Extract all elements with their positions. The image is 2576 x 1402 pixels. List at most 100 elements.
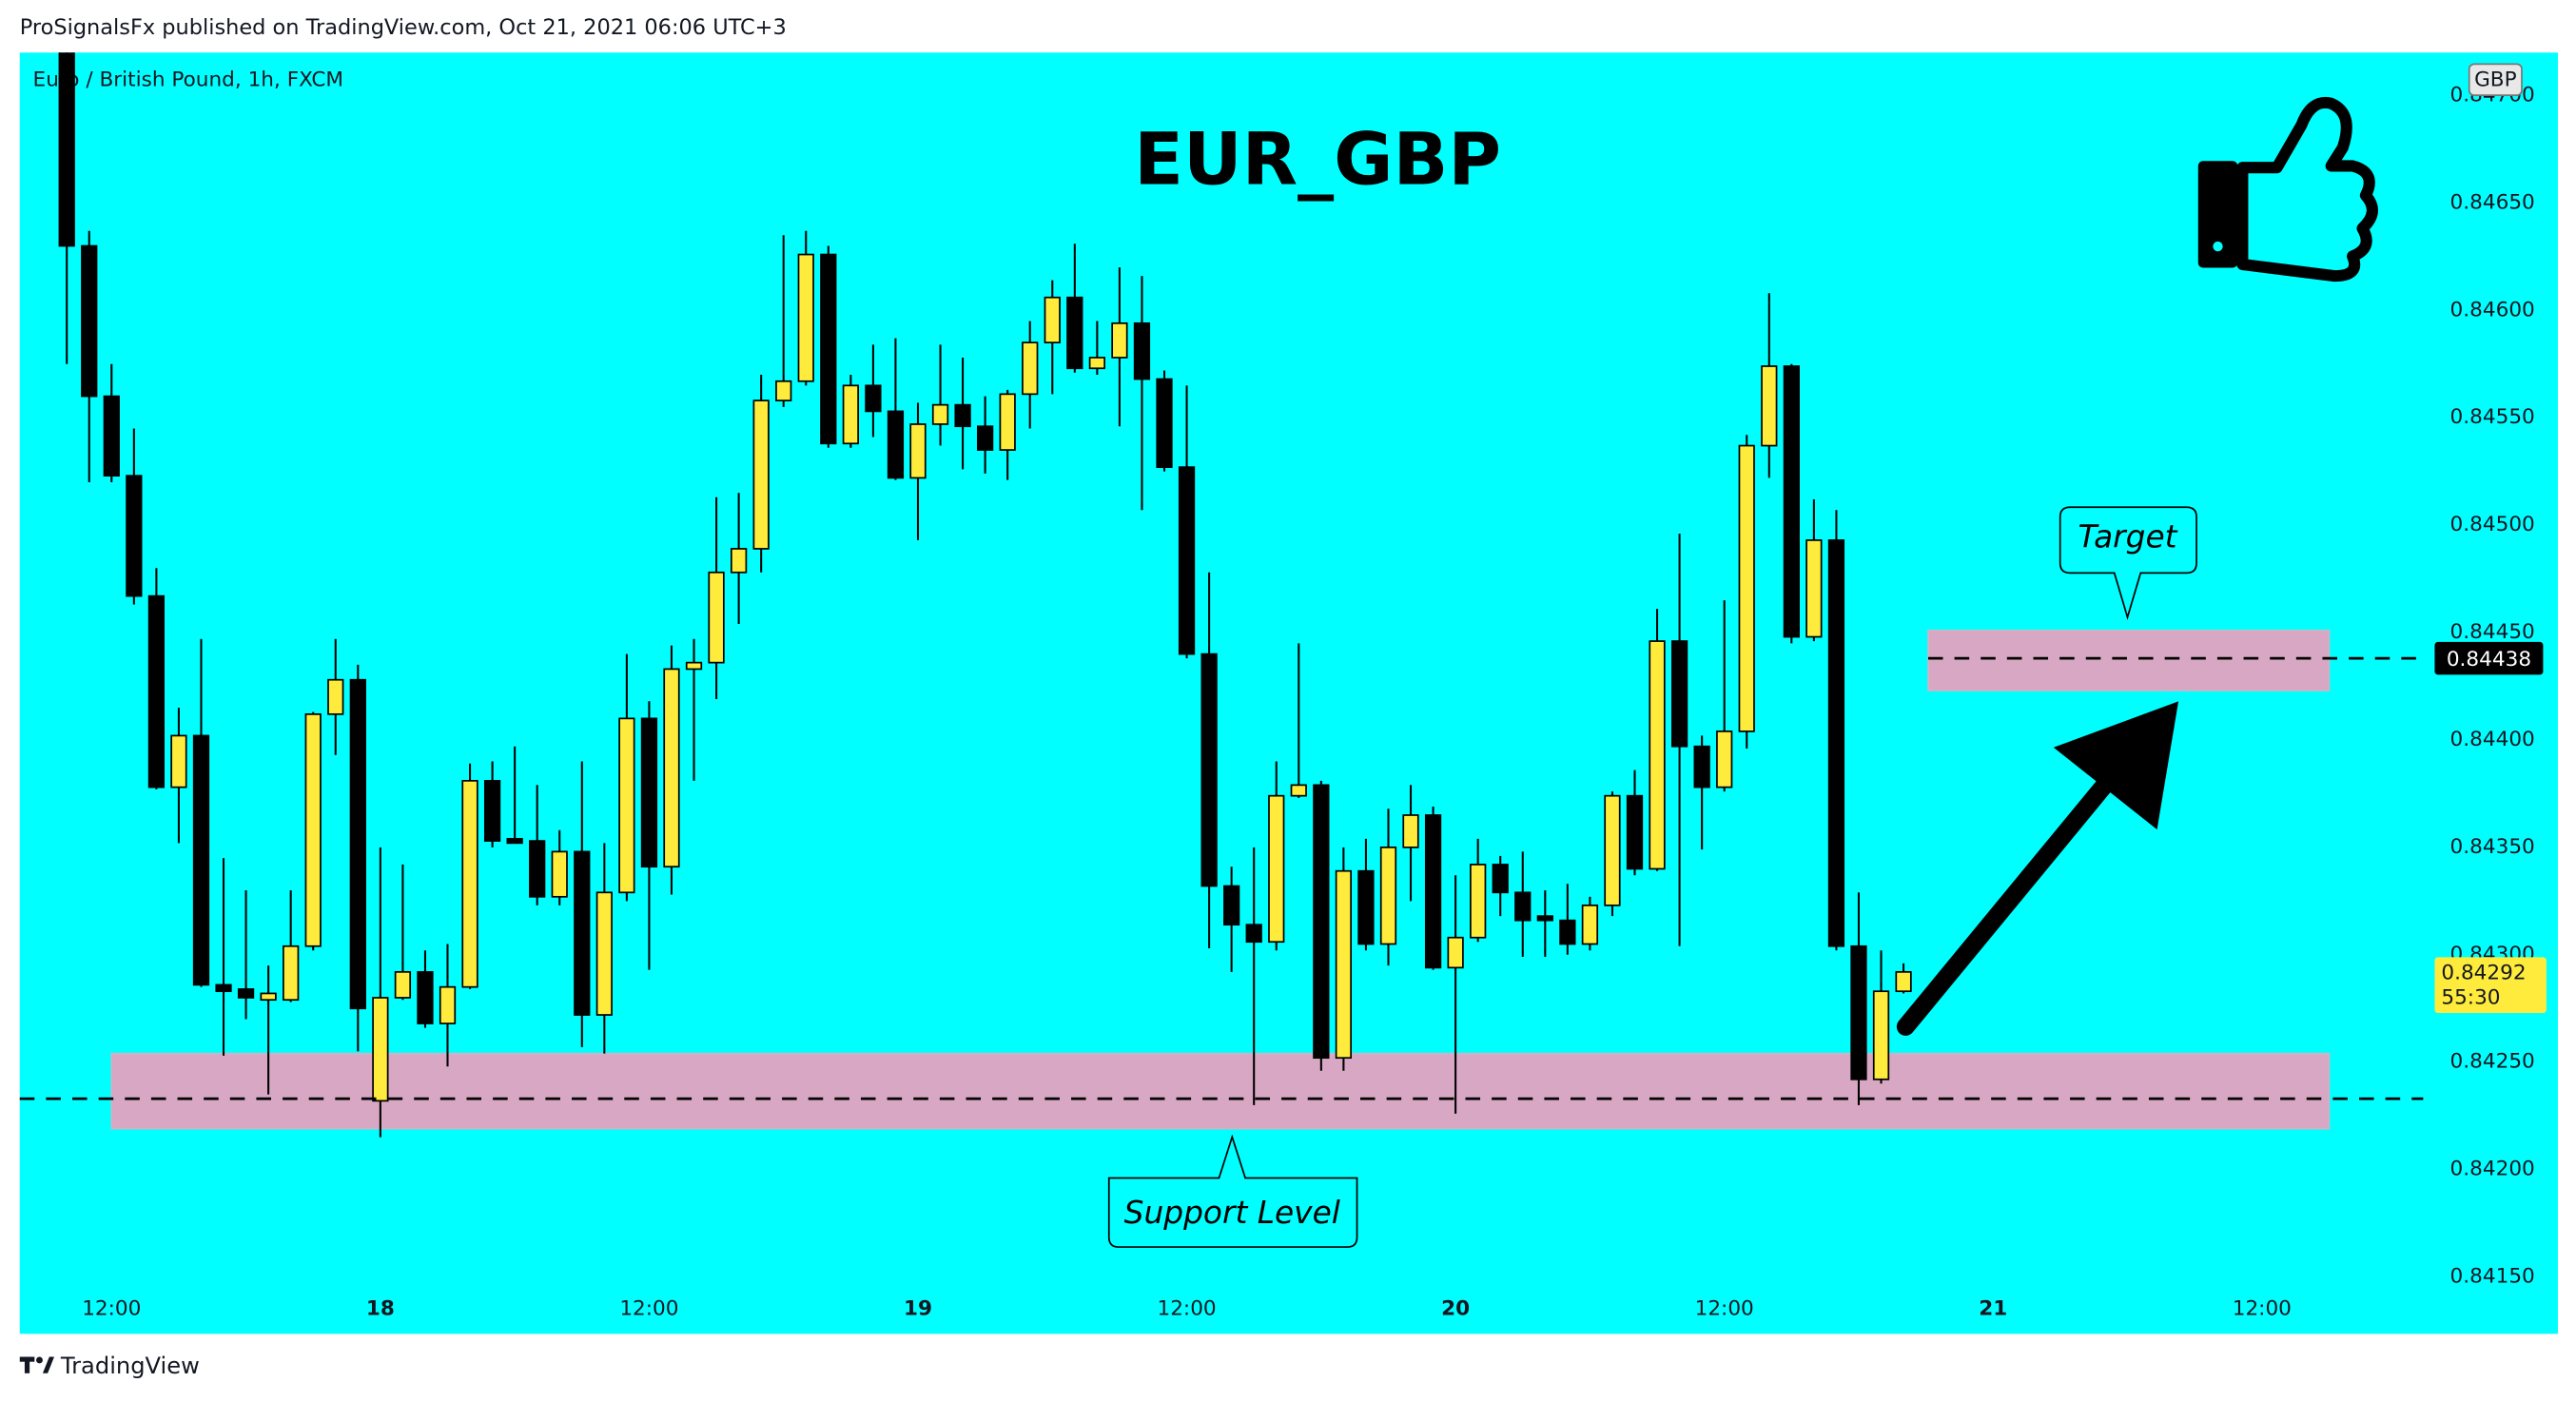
candle-body bbox=[58, 52, 75, 247]
candle-body bbox=[663, 668, 680, 868]
chart-title: EUR_GBP bbox=[1134, 117, 1501, 202]
y-tick-label: 0.84200 bbox=[2450, 1158, 2535, 1181]
candle-body bbox=[730, 548, 748, 574]
x-tick-label: 19 bbox=[904, 1296, 932, 1320]
candle-body bbox=[909, 423, 927, 479]
candle-body bbox=[170, 734, 187, 789]
candle-body bbox=[1670, 640, 1688, 748]
x-tick-label: 12:00 bbox=[2233, 1296, 2292, 1320]
candle-body bbox=[1335, 869, 1353, 1060]
x-tick-label: 21 bbox=[1979, 1296, 2007, 1320]
callout-label: Support Level bbox=[1124, 1195, 1340, 1231]
last-price-label: 0.84292 bbox=[2441, 962, 2526, 985]
candle-body bbox=[1559, 919, 1576, 945]
candle-body bbox=[1716, 730, 1733, 789]
callout-box bbox=[2059, 506, 2197, 620]
candle-body bbox=[1514, 891, 1532, 922]
candle-body bbox=[349, 678, 366, 1010]
candle-body bbox=[797, 253, 814, 382]
candle-body bbox=[126, 475, 143, 597]
candle-body bbox=[752, 399, 770, 550]
candle-body bbox=[1290, 784, 1307, 797]
candle-body bbox=[461, 779, 478, 988]
x-tick-label: 12:00 bbox=[619, 1296, 678, 1320]
y-tick-label: 0.84150 bbox=[2450, 1265, 2535, 1289]
y-tick-label: 0.84650 bbox=[2450, 190, 2535, 214]
candle-body bbox=[1133, 321, 1151, 380]
y-tick-label: 0.84400 bbox=[2450, 728, 2535, 751]
candle-body bbox=[1022, 341, 1039, 396]
candle-body bbox=[439, 985, 457, 1024]
candle-body bbox=[842, 384, 859, 445]
candle-body bbox=[327, 678, 344, 715]
candle-body bbox=[1895, 970, 1912, 993]
candle-body bbox=[1088, 357, 1106, 370]
x-tick-label: 18 bbox=[366, 1296, 395, 1320]
last-price-box bbox=[2434, 957, 2547, 1014]
y-tick-label: 0.84250 bbox=[2450, 1050, 2535, 1074]
candle-body bbox=[1313, 784, 1330, 1060]
thumbs-up-icon bbox=[2197, 96, 2378, 282]
candle-body bbox=[574, 850, 591, 1016]
candle-body bbox=[192, 734, 210, 986]
candle-body bbox=[1066, 296, 1083, 370]
candle-body bbox=[708, 571, 725, 664]
candle-body bbox=[1200, 652, 1218, 887]
candle-body bbox=[260, 992, 277, 1002]
candle-body bbox=[147, 594, 166, 789]
candle-body bbox=[1850, 944, 1867, 1081]
candle-body bbox=[1581, 904, 1599, 945]
candle-body bbox=[1536, 915, 1553, 922]
header: ProSignalsFx published on TradingView.co… bbox=[20, 15, 787, 40]
candle-body bbox=[887, 410, 905, 479]
footer-brand[interactable]: TradingView bbox=[60, 1353, 200, 1379]
candle-body bbox=[685, 661, 703, 671]
x-tick-label: 20 bbox=[1441, 1296, 1470, 1320]
x-tick-label: 12:00 bbox=[1695, 1296, 1754, 1320]
chart-background bbox=[19, 52, 2558, 1334]
candle-body bbox=[1738, 444, 1755, 732]
callout-box bbox=[1107, 1134, 1358, 1248]
x-tick-label: 12:00 bbox=[82, 1296, 141, 1320]
candle-body bbox=[1447, 936, 1464, 969]
candle-body bbox=[1178, 466, 1196, 655]
trend-arrow bbox=[1896, 701, 2179, 1036]
y-tick-label: 0.84350 bbox=[2450, 835, 2535, 859]
candle-body bbox=[372, 997, 389, 1102]
candle-body bbox=[1872, 990, 1890, 1081]
zone bbox=[110, 1052, 2331, 1130]
candle-body bbox=[529, 840, 546, 898]
candle-body bbox=[1424, 814, 1442, 969]
callout-label: Target bbox=[2078, 519, 2177, 555]
candle-body bbox=[1805, 539, 1823, 638]
candle-body bbox=[1470, 864, 1487, 939]
candle-body bbox=[1649, 640, 1666, 870]
x-tick-label: 12:00 bbox=[1157, 1296, 1216, 1320]
candle-body bbox=[304, 712, 322, 947]
candle-body bbox=[954, 403, 971, 428]
candle-body bbox=[931, 403, 949, 425]
candle-body bbox=[1693, 745, 1710, 789]
candle-body bbox=[1245, 924, 1262, 944]
candle-body bbox=[1761, 365, 1778, 447]
candle-body bbox=[283, 944, 300, 1002]
candle-body bbox=[1223, 885, 1240, 926]
candle-body bbox=[1111, 321, 1128, 359]
candle-body bbox=[820, 253, 837, 445]
currency-label: GBP bbox=[2474, 68, 2517, 92]
candle-body bbox=[1402, 814, 1419, 848]
candle-body bbox=[865, 384, 882, 413]
candle-body bbox=[1044, 296, 1061, 344]
currency-badge bbox=[2468, 63, 2523, 97]
candle-body bbox=[976, 425, 994, 451]
y-tick-label: 0.84600 bbox=[2450, 298, 2535, 321]
candle-body bbox=[618, 717, 635, 894]
candle-body bbox=[215, 983, 232, 993]
candle-body bbox=[1492, 864, 1509, 894]
tradingview-logo bbox=[19, 1356, 55, 1373]
y-tick-label: 0.84500 bbox=[2450, 513, 2535, 536]
candle-body bbox=[417, 970, 434, 1024]
candle-body bbox=[103, 395, 120, 477]
y-tick-label: 0.84550 bbox=[2450, 405, 2535, 429]
